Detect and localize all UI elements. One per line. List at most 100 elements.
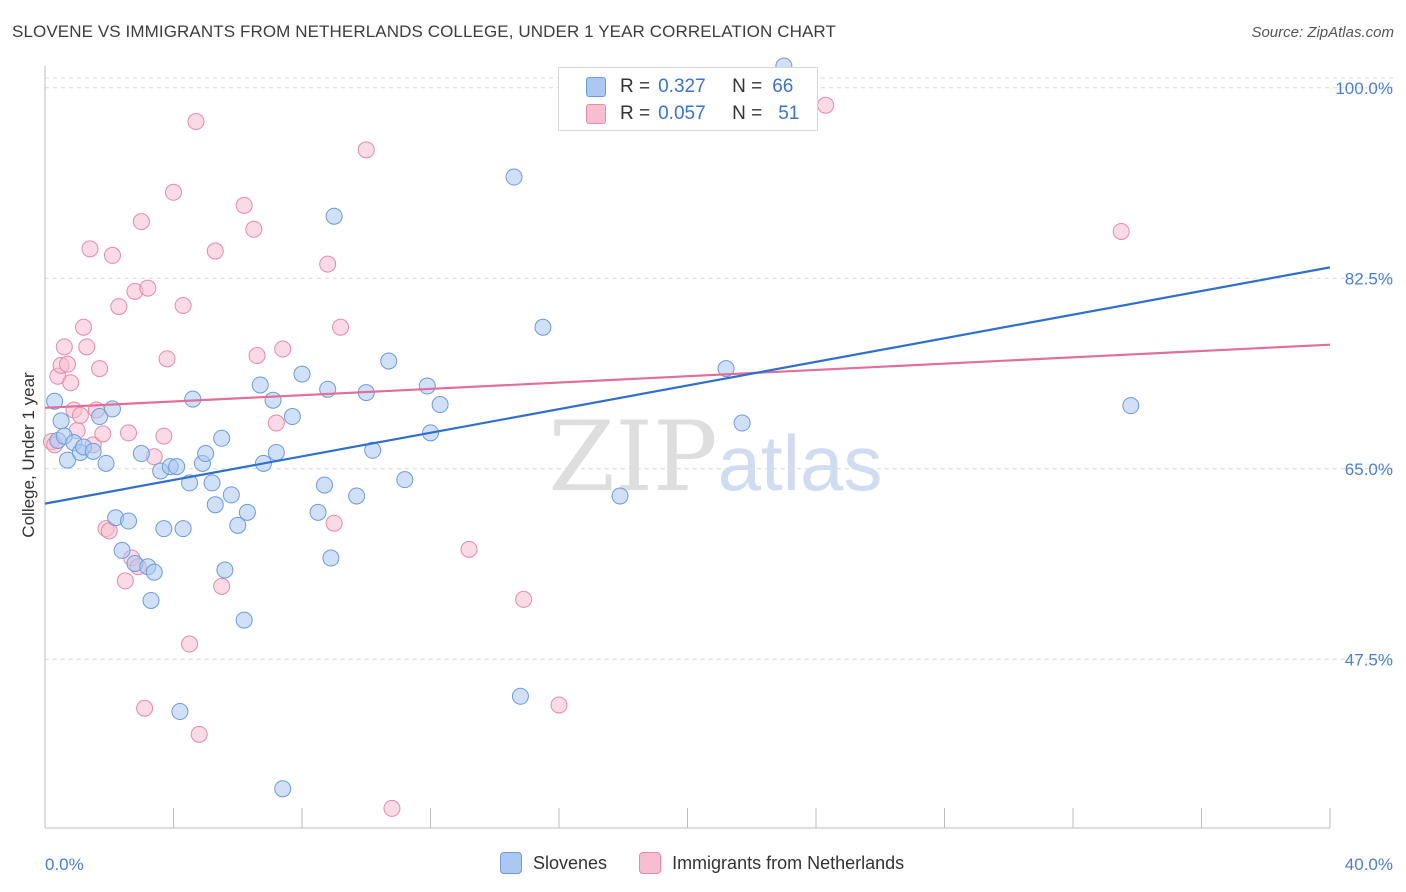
- legend-n-label: N =: [732, 103, 763, 124]
- netherlands-point: [357, 141, 375, 159]
- netherlands-point: [75, 318, 93, 336]
- netherlands-point: [235, 196, 253, 214]
- legend-swatch-pink: [639, 852, 662, 874]
- slovenes-point: [84, 442, 102, 460]
- netherlands-point: [158, 350, 176, 368]
- slovenes-point: [733, 414, 751, 432]
- netherlands-point: [139, 279, 157, 297]
- slovenes-point: [91, 408, 109, 426]
- netherlands-point: [248, 347, 266, 365]
- series-legend: Slovenes Immigrants from Netherlands: [500, 852, 936, 874]
- netherlands-point: [325, 514, 343, 532]
- slovenes-point: [238, 503, 256, 521]
- slovenes-point: [184, 390, 202, 408]
- slovenes-point: [168, 458, 186, 476]
- watermark-atlas: atlas: [718, 419, 883, 507]
- slovenes-point: [216, 561, 234, 579]
- netherlands-point: [174, 296, 192, 314]
- netherlands-point: [383, 799, 401, 817]
- tick-labels: 47.5% 65.0% 82.5% 100.0% 0.0% 40.0%: [45, 79, 1393, 874]
- y-tick-label: 82.5%: [1345, 269, 1393, 288]
- slovenes-point: [120, 512, 138, 530]
- legend-swatch-pink: [586, 104, 606, 124]
- netherlands-point: [62, 374, 80, 392]
- netherlands-point: [274, 340, 292, 358]
- slovenes-point: [717, 360, 735, 378]
- source-label: Source: ZipAtlas.com: [1251, 24, 1394, 41]
- slovenes-point: [174, 520, 192, 538]
- slovenes-point: [431, 396, 449, 414]
- slovenes-point: [274, 780, 292, 798]
- netherlands-point: [817, 96, 835, 114]
- slovenes-point: [511, 687, 529, 705]
- slovenes-point: [203, 474, 221, 492]
- legend-item-slovenes: Slovenes: [500, 852, 607, 874]
- slovenes-point: [97, 454, 115, 472]
- slovenes-point: [611, 487, 629, 505]
- trend-lines: [44, 266, 1331, 505]
- legend-swatch-blue: [586, 77, 606, 97]
- slovenes-point: [293, 365, 311, 383]
- netherlands-point: [58, 355, 76, 373]
- slovenes-point: [264, 391, 282, 409]
- slovenes-point: [181, 474, 199, 492]
- slovenes-point: [396, 471, 414, 489]
- slovenes-point: [132, 445, 150, 463]
- legend-r-label: R =: [620, 76, 651, 97]
- netherlands-point: [515, 590, 533, 608]
- legend-n-value: 51: [778, 103, 800, 124]
- series-slovenes-points: [46, 57, 1140, 798]
- slovenes-point: [58, 451, 76, 469]
- x-tick-label: 0.0%: [45, 855, 84, 874]
- legend-swatch-blue: [500, 852, 522, 874]
- legend-label-netherlands: Immigrants from Netherlands: [672, 852, 905, 873]
- slovenes-point: [267, 443, 285, 461]
- netherlands-point: [267, 414, 285, 432]
- slovenes-point: [52, 412, 70, 430]
- netherlands-point: [155, 427, 173, 445]
- legend-n-label: N =: [732, 76, 763, 97]
- netherlands-point: [71, 406, 89, 424]
- slovenes-point: [251, 376, 269, 394]
- slovenes-point: [235, 611, 253, 629]
- legend-label-slovenes: Slovenes: [533, 852, 608, 873]
- netherlands-point: [132, 213, 150, 231]
- x-tick-label: 40.0%: [1345, 855, 1393, 874]
- watermark: ZIP atlas: [548, 401, 882, 513]
- slovenes-point: [171, 703, 189, 721]
- netherlands-point: [120, 424, 138, 442]
- chart-title: SLOVENE VS IMMIGRANTS FROM NETHERLANDS C…: [12, 22, 836, 41]
- netherlands-point: [460, 540, 478, 558]
- y-tick-label: 65.0%: [1345, 460, 1393, 479]
- slovenes-point: [418, 377, 436, 395]
- slovenes-point: [206, 496, 224, 514]
- slovenes-point: [142, 591, 160, 609]
- slovenes-point: [315, 476, 333, 494]
- legend-n-value: 66: [772, 76, 794, 97]
- y-axis-label: College, Under 1 year: [19, 372, 38, 538]
- netherlands-point: [213, 577, 231, 595]
- netherlands-point: [190, 725, 208, 743]
- netherlands-point: [181, 635, 199, 653]
- netherlands-point: [103, 246, 121, 264]
- correlation-legend: R = 0.327 N = 66 R = 0.057 N = 51: [558, 67, 818, 131]
- netherlands-point: [55, 338, 73, 356]
- legend-row-slovenes: R = 0.327 N = 66: [559, 74, 793, 100]
- netherlands-point: [136, 699, 154, 717]
- slovenes-point: [213, 429, 231, 447]
- slovenes-point: [534, 318, 552, 336]
- slovenes-point: [197, 445, 215, 463]
- netherlands-point: [245, 220, 263, 238]
- netherlands-point: [110, 298, 128, 316]
- slovenes-point: [1122, 397, 1140, 415]
- slovenes-point: [322, 549, 340, 567]
- legend-item-netherlands: Immigrants from Netherlands: [639, 852, 904, 874]
- slovenes-point: [348, 487, 366, 505]
- netherlands-point: [319, 255, 337, 273]
- slovenes-point: [113, 541, 131, 559]
- slovenes-point: [380, 352, 398, 370]
- netherlands-point: [81, 240, 99, 258]
- slovenes-point: [46, 392, 64, 410]
- legend-r-value: 0.057: [658, 103, 706, 124]
- netherlands-point: [94, 425, 112, 443]
